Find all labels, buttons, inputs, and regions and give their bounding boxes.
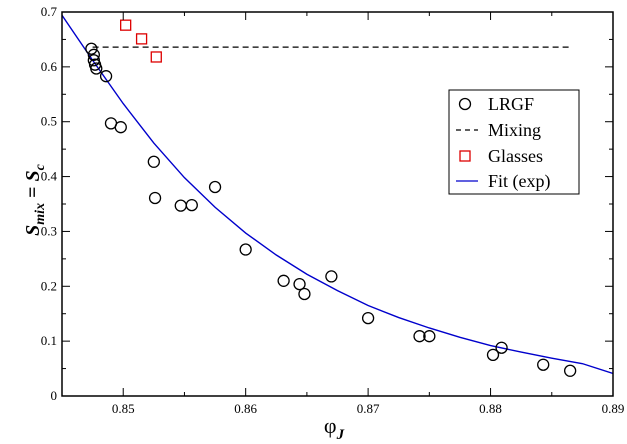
lrgf-point bbox=[99, 70, 113, 83]
lrgf-point bbox=[90, 62, 103, 75]
x-axis-label-sub: J bbox=[336, 427, 345, 443]
y-axis-label: Smix = Sc bbox=[22, 163, 48, 235]
lrgf-point bbox=[85, 42, 98, 55]
x-tick-label: 0.88 bbox=[479, 401, 502, 416]
lrgf-point bbox=[486, 348, 500, 362]
lrgf-point bbox=[148, 191, 162, 205]
lrgf-point bbox=[147, 155, 160, 168]
legend-glasses-label: Glasses bbox=[488, 146, 543, 166]
lrgf-point bbox=[114, 121, 127, 134]
fit-curve bbox=[62, 14, 613, 375]
y-tick-label: 0.7 bbox=[41, 4, 58, 19]
lrgf-point bbox=[495, 341, 508, 354]
lrgf-point bbox=[361, 311, 375, 325]
lrgf-point bbox=[298, 287, 311, 301]
lrgf-point bbox=[423, 330, 436, 343]
y-tick-label: 0.6 bbox=[41, 59, 58, 74]
y-tick-label: 0 bbox=[51, 388, 58, 403]
x-axis-label: φJ bbox=[324, 413, 345, 443]
legend-box bbox=[448, 89, 580, 195]
lrgf-point bbox=[413, 330, 426, 343]
lrgf-point bbox=[208, 180, 222, 194]
lrgf-point bbox=[537, 358, 550, 371]
data-layer bbox=[62, 14, 613, 377]
lrgf-point bbox=[87, 48, 100, 61]
glasses-point bbox=[150, 51, 162, 63]
legend-glasses-marker bbox=[459, 150, 471, 162]
lrgf-point bbox=[293, 277, 306, 291]
y-axis-label-main2: S bbox=[22, 170, 44, 181]
y-axis-label-eq: = bbox=[22, 182, 44, 203]
x-axis-label-main: φ bbox=[324, 413, 337, 438]
y-axis-label-sub1: mix bbox=[33, 203, 48, 225]
lrgf-point bbox=[277, 274, 290, 287]
lrgf-point bbox=[239, 243, 252, 256]
legend-lrgf-marker bbox=[458, 97, 472, 111]
lrgf-point bbox=[185, 198, 198, 212]
x-tick-label: 0.89 bbox=[602, 401, 625, 416]
legend: LRGF Mixing Glasses Fit (exp) bbox=[448, 89, 580, 195]
y-tick-label: 0.5 bbox=[41, 114, 57, 129]
y-axis-label-main: S bbox=[22, 225, 44, 236]
y-tick-label: 0.2 bbox=[41, 278, 57, 293]
lrgf-point bbox=[174, 199, 187, 212]
legend-mixing-label: Mixing bbox=[488, 120, 541, 140]
x-tick-label: 0.86 bbox=[234, 401, 257, 416]
y-tick-label: 0.4 bbox=[41, 169, 58, 184]
x-tick-label: 0.85 bbox=[112, 401, 135, 416]
legend-fit-label: Fit (exp) bbox=[488, 171, 551, 192]
lrgf-point bbox=[325, 270, 338, 283]
glasses-point bbox=[135, 33, 148, 45]
glasses-point bbox=[120, 19, 132, 31]
plot-frame bbox=[61, 11, 614, 397]
legend-lrgf-label: LRGF bbox=[488, 94, 534, 114]
y-axis-label-sub2: c bbox=[33, 163, 48, 170]
y-tick-label: 0.3 bbox=[41, 223, 57, 238]
lrgf-point bbox=[563, 364, 577, 377]
axis-ticks: 0.85 0.86 0.87 0.88 0.89 0 0.1 0.2 0.3 0.4 0.5 0.6 0… bbox=[41, 4, 625, 416]
x-tick-label: 0.87 bbox=[357, 401, 380, 416]
y-tick-label: 0.1 bbox=[41, 333, 57, 348]
